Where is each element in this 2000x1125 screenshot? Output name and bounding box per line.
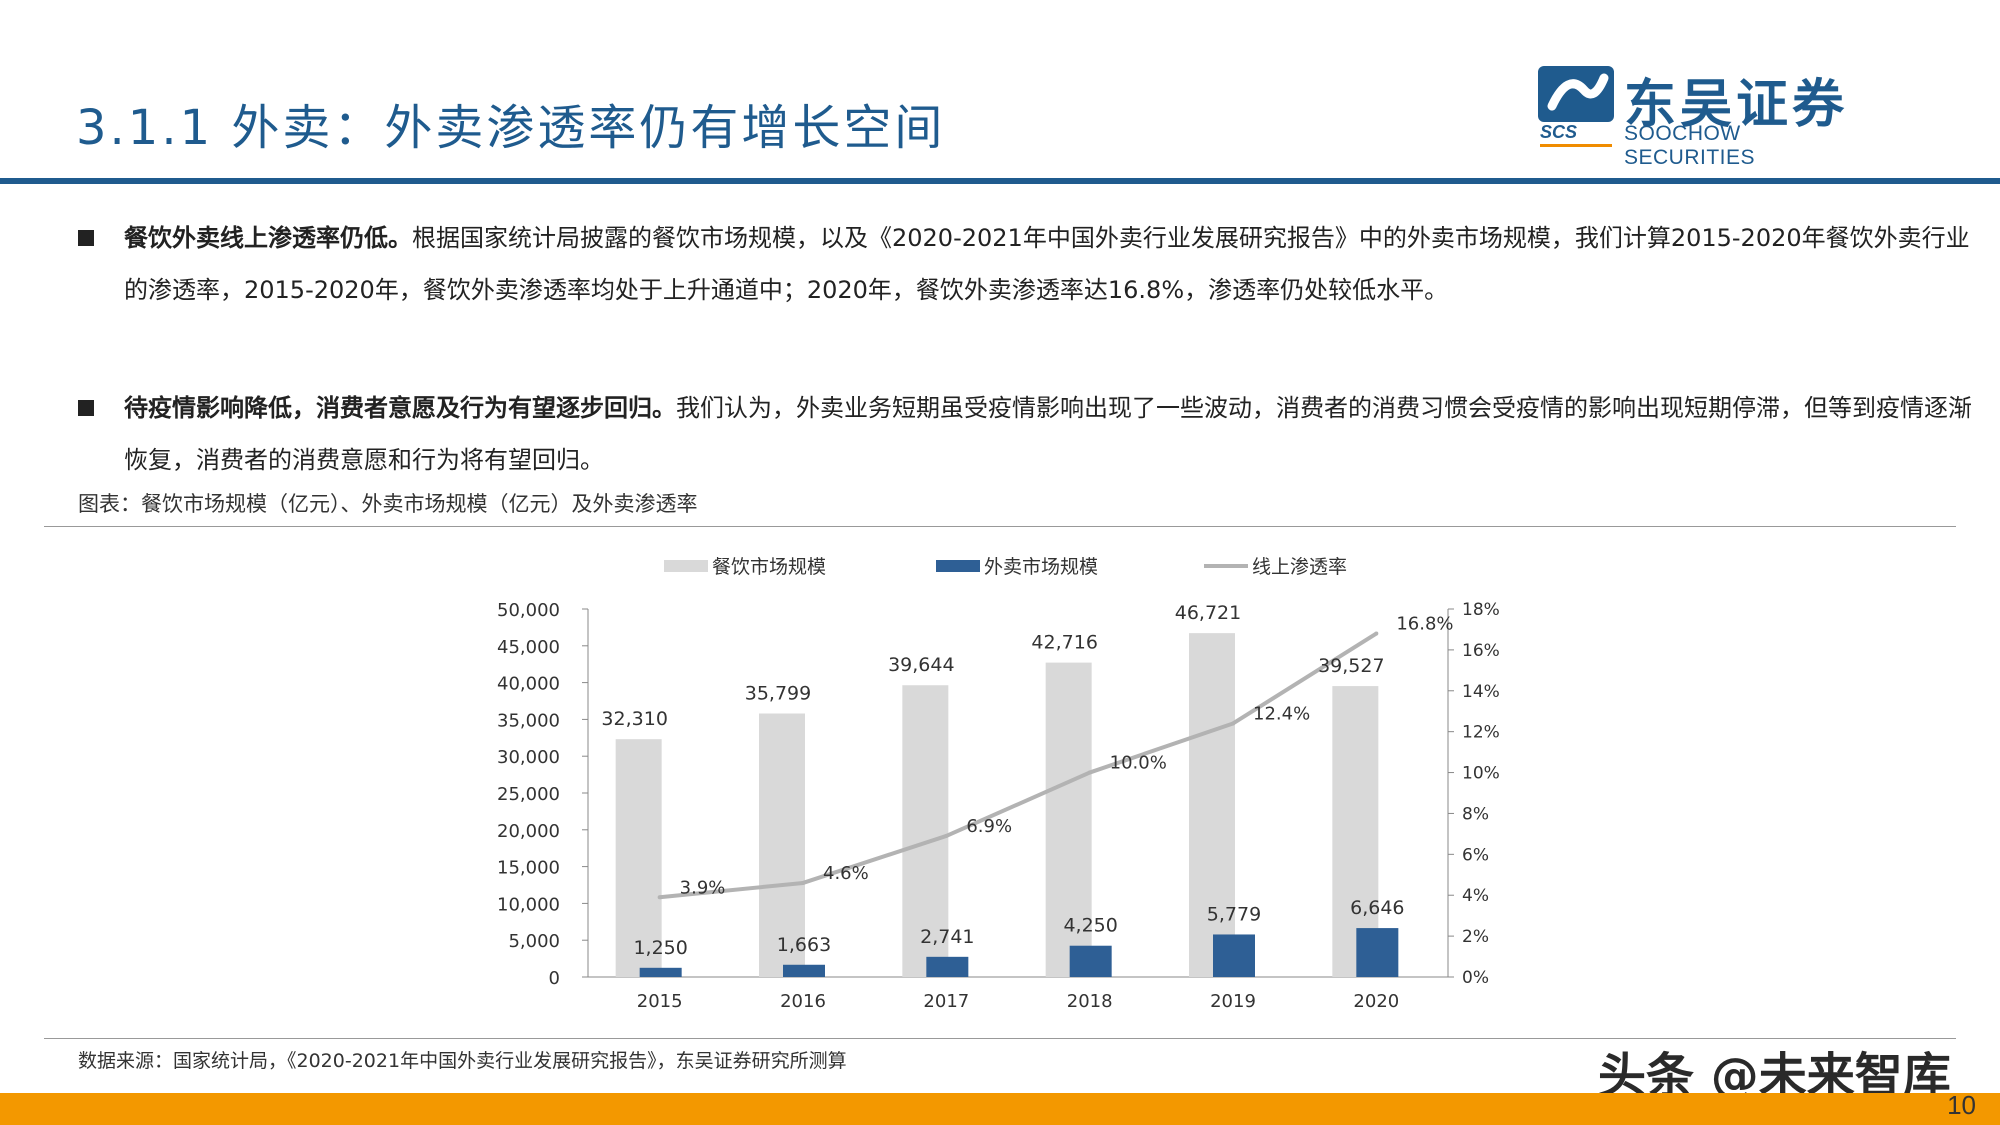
y-left-tick-label: 50,000: [497, 600, 560, 621]
bar-delivery-market: [1356, 928, 1399, 977]
brand-logo: 东吴证券 SCS SOOCHOW SECURITIES: [1538, 64, 1878, 169]
y-left-tick-label: 45,000: [497, 637, 560, 658]
page-number: 10: [1947, 1090, 1976, 1120]
line-point: [1374, 631, 1379, 636]
figure-top-divider: [44, 526, 1956, 527]
data-label-penetration: 16.8%: [1396, 614, 1453, 635]
y-right-tick-label: 12%: [1462, 723, 1500, 743]
x-tick-label: 2019: [1210, 991, 1256, 1012]
page-title: 3.1.1 外卖：外卖渗透率仍有增长空间: [76, 100, 946, 156]
header-divider: [0, 178, 2000, 184]
bar-restaurant-market: [615, 739, 662, 977]
y-right-tick-label: 18%: [1462, 600, 1500, 620]
data-label-restaurant: 39,644: [888, 654, 954, 676]
chart-legend: 餐饮市场规模 外卖市场规模 线上渗透率: [664, 556, 1347, 578]
data-label-penetration: 4.6%: [823, 863, 869, 884]
bar-restaurant-market: [1045, 662, 1092, 977]
legend-swatch: [664, 560, 708, 572]
legend-label: 餐饮市场规模: [712, 556, 826, 578]
y-left-tick-label: 0: [549, 968, 560, 989]
bar-restaurant-market: [1189, 633, 1235, 977]
bar-delivery-market: [1069, 945, 1112, 977]
y-left-tick-label: 10,000: [497, 894, 560, 915]
line-point: [801, 880, 805, 885]
y-left-tick-label: 20,000: [497, 821, 560, 842]
x-tick-label: 2015: [637, 991, 683, 1012]
line-penetration-rate: [659, 631, 1378, 900]
bar-restaurant-market: [902, 685, 949, 977]
data-label-delivery: 2,741: [920, 926, 974, 948]
y-left-tick-label: 35,000: [497, 710, 560, 731]
bullet-square-icon: [78, 400, 94, 416]
data-label-penetration: 3.9%: [680, 877, 726, 898]
bullet-square-icon: [78, 230, 94, 246]
logo-chinese-name: 东吴证券: [1624, 75, 1849, 135]
y-right-tick-label: 0%: [1462, 968, 1489, 988]
logo-mark-icon: [1538, 66, 1614, 122]
data-label-delivery: 4,250: [1063, 915, 1117, 937]
legend-swatch: [936, 560, 980, 572]
y-right-tick-label: 8%: [1462, 804, 1489, 824]
y-right-tick-label: 4%: [1462, 886, 1489, 906]
y-right-tick-label: 16%: [1462, 641, 1500, 661]
data-label-restaurant: 35,799: [745, 683, 811, 705]
data-label-delivery: 5,779: [1207, 903, 1261, 925]
data-label-penetration: 6.9%: [966, 816, 1012, 837]
line-point: [1087, 770, 1092, 775]
chart-line: [657, 631, 1379, 900]
y-left-tick-label: 25,000: [497, 784, 560, 805]
footer-bar: [0, 1093, 2000, 1125]
y-right-tick-label: 2%: [1462, 927, 1489, 947]
line-point: [657, 895, 662, 900]
data-label-penetration: 12.4%: [1253, 703, 1310, 724]
data-label-delivery: 1,250: [633, 937, 687, 959]
y-left-tick-label: 5,000: [508, 931, 560, 952]
line-point: [1231, 721, 1235, 726]
chart-data-labels: 32,310 35,799 39,644 42,716 46,721 39,527 1,25…: [601, 602, 1453, 959]
data-label-delivery: 6,646: [1350, 897, 1404, 919]
legend-label: 线上渗透率: [1252, 556, 1347, 578]
y-right-tick-label: 10%: [1462, 764, 1500, 784]
chart-bars: [615, 633, 1399, 977]
data-label-restaurant: 32,310: [601, 708, 667, 730]
legend-label: 外卖市场规模: [984, 556, 1098, 578]
data-source-note: 数据来源：国家统计局，《2020-2021年中国外卖行业发展研究报告》，东吴证券…: [78, 1050, 847, 1072]
bar-delivery-market: [639, 967, 682, 977]
y-right-tick-label: 14%: [1462, 682, 1500, 702]
bar-delivery-market: [1213, 934, 1255, 977]
y-left-tick-label: 15,000: [497, 858, 560, 879]
x-tick-label: 2020: [1353, 991, 1399, 1012]
data-label-restaurant: 46,721: [1175, 602, 1241, 624]
y-left-tick-label: 30,000: [497, 747, 560, 768]
logo-abbreviation: SCS: [1540, 122, 1578, 142]
line-point: [944, 833, 949, 838]
bullet-1-heading: 餐饮外卖线上渗透率仍低。: [124, 224, 412, 252]
bar-restaurant-market: [759, 713, 805, 977]
bar-delivery-market: [926, 956, 969, 977]
logo-underline: [1540, 144, 1612, 147]
figure-bottom-divider: [44, 1038, 1956, 1039]
y-right-tick-label: 6%: [1462, 845, 1489, 865]
bullet-2-body: 我们认为，外卖业务短期虽受疫情影响出现了一些波动，消费者的消费习惯会受疫情的影响…: [124, 394, 1972, 474]
x-tick-label: 2018: [1067, 991, 1113, 1012]
data-label-restaurant: 42,716: [1031, 632, 1097, 654]
bullet-1-body: 根据国家统计局披露的餐饮市场规模，以及《2020-2021年中国外卖行业发展研究…: [124, 224, 1970, 304]
logo-english-name: SOOCHOW SECURITIES: [1624, 122, 1756, 169]
bar-delivery-market: [783, 964, 825, 977]
data-label-delivery: 1,663: [777, 934, 831, 956]
data-label-restaurant: 39,527: [1318, 655, 1384, 677]
x-tick-label: 2017: [923, 991, 969, 1012]
data-label-penetration: 10.0%: [1110, 753, 1167, 774]
x-tick-label: 2016: [780, 991, 826, 1012]
y-left-tick-label: 40,000: [497, 674, 560, 695]
bullet-2-heading: 待疫情影响降低，消费者意愿及行为有望逐步回归。: [124, 394, 676, 422]
chart-axes: 0 5,000 10,000 15,000 20,000 25,000 30,000 35,0…: [497, 600, 1500, 1012]
figure-caption: 图表：餐饮市场规模（亿元）、外卖市场规模（亿元）及外卖渗透率: [78, 492, 698, 516]
